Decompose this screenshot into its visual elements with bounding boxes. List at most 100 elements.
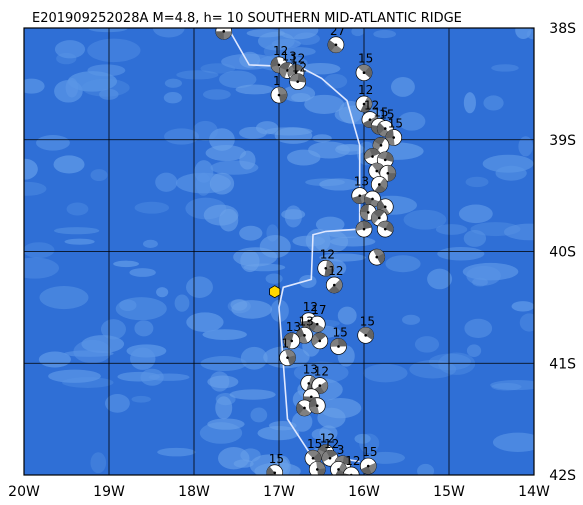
beachball-icon[interactable] [355,64,373,82]
beachball-icon[interactable] [311,377,329,394]
beachball-icon[interactable] [317,259,335,277]
event-depth-label: 15 [388,117,403,131]
bathymetry-patch [246,29,285,38]
bathymetry-patch [466,344,482,357]
event-depth-label: 12 [320,432,335,446]
beachball-icon[interactable] [308,315,326,333]
lat-label: 39S [549,133,576,149]
beachball-icon[interactable] [311,332,329,350]
bathymetry-patch [483,95,504,111]
event-depth-label: 12 [358,83,373,97]
bathymetry-patch [202,89,231,100]
event-depth-label: 12 [314,365,329,379]
bathymetry-patch [438,352,476,375]
bathymetry-patch [218,447,250,470]
bathymetry-patch [466,265,501,286]
event-depth-label: 12 [303,300,318,314]
event-depth-label: 12 [364,99,379,113]
event-depth-label: 13 [282,49,297,63]
event-depth-label: 15 [269,452,284,466]
beachball-icon[interactable] [368,248,386,266]
event-depth-label: 27 [330,24,345,38]
bathymetry-patch [354,433,371,444]
bathymetry-patch [64,350,114,357]
beachball-icon[interactable] [325,276,343,294]
bathymetry-patch [312,134,332,143]
bathymetry-patch [235,84,274,95]
beachball-icon[interactable] [355,220,373,238]
beachball-icon[interactable] [215,23,233,40]
beachball-icon[interactable] [372,136,390,154]
lat-label: 42S [549,468,576,484]
bathymetry-patch [311,428,333,441]
bathymetry-patch [157,447,196,457]
beachball-icon[interactable] [308,461,326,477]
beachball-icon[interactable] [379,164,397,182]
bathymetry-patch [90,169,108,182]
beachball-icon[interactable] [279,349,296,367]
beachball-icon[interactable] [355,95,373,113]
bathymetry-patch [67,71,118,92]
beachball-icon[interactable] [308,397,326,415]
beachball-icon[interactable] [342,466,360,483]
map-title: E201909252028A M=4.8, h= 10 SOUTHERN MID… [32,11,462,26]
beachball-icon[interactable] [330,338,347,355]
beachball-icon[interactable] [359,204,377,221]
beachball-icon[interactable] [296,399,313,417]
event-depth-label: 1 [282,337,290,351]
latitude-axis: 38S 39S 40S 41S 42S [549,21,576,484]
beachball-icon[interactable] [283,332,301,350]
longitude-axis: 20W 19W 18W 17W 16W 15W 14W [8,484,550,500]
event-depth-label: 15 [379,108,394,122]
bathymetry-patch [304,94,345,114]
bathymetry-patch [176,70,219,80]
bathymetry-patch [156,287,169,298]
bathymetry-patch [428,353,472,371]
bathymetry-patch [24,78,45,94]
bathymetry-patch [113,260,139,268]
bathymetry-patch [131,395,151,403]
event-depth-label: 15 [307,437,322,451]
bathymetry-patch [218,70,257,89]
beachball-icon[interactable] [270,86,288,104]
bathymetry-patch [402,314,421,325]
event-depth-label: 15 [358,52,373,66]
event-depth-label: 3 [337,443,345,457]
lat-label: 40S [549,245,576,261]
beachball-icon[interactable] [364,148,381,165]
bathymetry-patch [215,396,233,420]
bathymetry-patch [134,320,154,337]
beachball-icon[interactable] [321,449,339,467]
bathymetry-patch [209,172,235,195]
beachball-icon[interactable] [376,151,394,169]
beachball-icon[interactable] [327,36,345,54]
bathymetry-patch [435,224,468,235]
bathymetry-patch [281,209,306,220]
bathymetry-patch [39,285,89,310]
beachball-icon[interactable] [359,457,377,475]
bathymetry-patch [491,64,519,72]
bathymetry-patch [129,268,156,277]
bathymetry-patch [117,371,160,382]
bathymetry-patch [163,92,182,104]
bathymetry-patch [205,145,247,161]
bathymetry-patch [229,389,276,400]
bathymetry-patch [73,339,112,364]
event-depth-label: 12 [345,454,360,468]
beachball-icon[interactable] [357,326,375,344]
bathymetry-patch [207,375,239,389]
bathymetry-patch [265,273,283,284]
bathymetry-patch [337,306,357,325]
bathymetry-patch [24,242,55,259]
bathymetry-patch [373,29,397,39]
beachball-icon[interactable] [376,220,394,238]
bathymetry-patch [87,38,141,63]
beachball-icon[interactable] [370,176,388,193]
epicenter-hexagon-icon[interactable] [269,285,281,299]
beachball-icon[interactable] [289,73,307,90]
beachball-icon[interactable] [266,464,284,481]
lon-label: 15W [433,484,465,500]
